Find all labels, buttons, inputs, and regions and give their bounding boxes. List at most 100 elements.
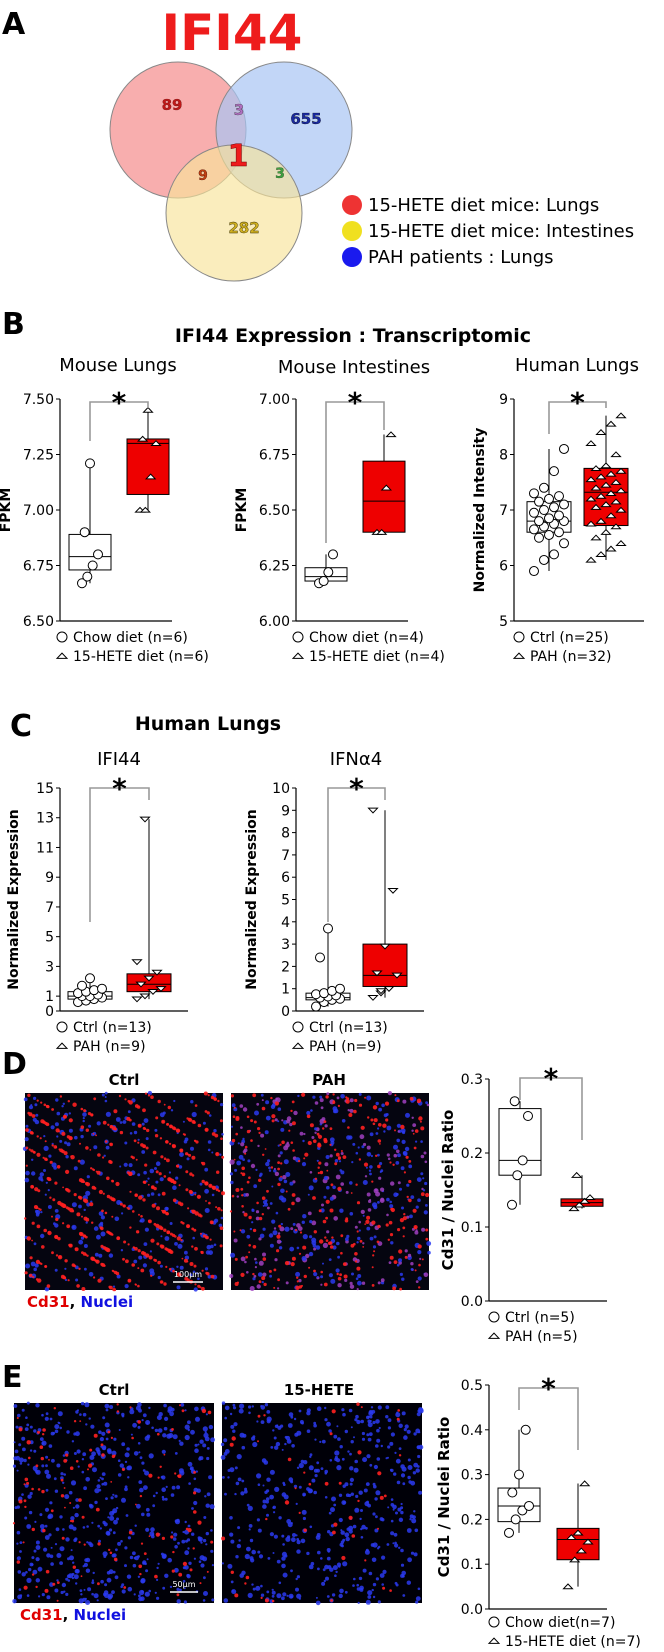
- nucleus-dot: [250, 1163, 256, 1169]
- nucleus-dot: [414, 1230, 419, 1235]
- nucleus-dot: [272, 1552, 275, 1554]
- nucleus-dot: [196, 1272, 199, 1275]
- nucleus-dot: [403, 1435, 408, 1440]
- cd31-dot: [291, 1100, 295, 1104]
- cd31-dot: [45, 1158, 48, 1161]
- nucleus-dot: [284, 1442, 287, 1446]
- cd31-dot: [159, 1137, 163, 1140]
- cd31-dot: [353, 1242, 356, 1246]
- cd31-dot: [99, 1226, 103, 1230]
- nucleus-dot: [128, 1163, 133, 1168]
- cd31-dot: [18, 1427, 23, 1432]
- nucleus-dot: [238, 1408, 244, 1414]
- cd31-dot: [345, 1096, 348, 1099]
- nucleus-dot: [64, 1494, 70, 1500]
- nucleus-dot: [102, 1416, 106, 1420]
- nucleus-dot: [375, 1577, 379, 1581]
- cd31-dot: [80, 1575, 83, 1578]
- nucleus-dot: [75, 1569, 80, 1574]
- y-axis-label: Normalized Intensity: [472, 428, 488, 593]
- cd31-dot: [382, 1123, 387, 1128]
- nucleus-dot: [266, 1416, 272, 1422]
- cd31-dot: [59, 1202, 64, 1207]
- cd31-dot: [92, 1132, 95, 1135]
- cd31-dot: [119, 1202, 123, 1206]
- cd31-dot: [47, 1123, 50, 1126]
- nucleus-dot: [236, 1454, 242, 1460]
- cd31-dot: [176, 1128, 181, 1133]
- y-tick-label: 13: [36, 811, 54, 827]
- cd31-dot: [252, 1272, 255, 1276]
- cd31-dot: [277, 1161, 280, 1164]
- cd31-dot: [143, 1145, 146, 1148]
- nucleus-dot: [48, 1444, 53, 1448]
- y-tick-label: 3: [45, 959, 54, 975]
- cd31-dot: [344, 1218, 349, 1223]
- cd31-dot: [100, 1262, 104, 1266]
- nucleus-dot: [350, 1440, 354, 1444]
- cd31-dot: [258, 1280, 262, 1284]
- nucleus-dot: [255, 1210, 260, 1214]
- nucleus-dot: [402, 1482, 406, 1486]
- cd31-dot: [102, 1246, 107, 1250]
- nucleus-dot: [326, 1092, 330, 1096]
- cd31-dot: [46, 1104, 50, 1109]
- nucleus-dot: [30, 1104, 33, 1106]
- nucleus-dot: [85, 1477, 90, 1482]
- cd31-dot: [398, 1454, 402, 1457]
- data-point: [85, 458, 95, 469]
- nucleus-dot: [255, 1168, 258, 1171]
- nucleus-dot: [319, 1095, 323, 1099]
- cd31-dot: [53, 1145, 58, 1149]
- cd31-dot: [161, 1191, 166, 1196]
- nucleus-dot: [369, 1165, 373, 1169]
- cd31-dot: [60, 1494, 65, 1498]
- cd31-dot: [373, 1118, 378, 1123]
- nucleus-dot: [424, 1160, 428, 1164]
- cd31-dot: [377, 1471, 382, 1476]
- nucleus-dot: [337, 1255, 340, 1259]
- nucleus-dot: [349, 1212, 354, 1216]
- cd31-dot: [404, 1255, 408, 1259]
- e-image-label-15hete: 15-HETE: [284, 1381, 354, 1399]
- nucleus-dot: [50, 1546, 53, 1549]
- cd31-dot: [55, 1217, 59, 1222]
- nucleus-dot: [182, 1566, 186, 1570]
- cd31-dot: [142, 1180, 146, 1184]
- cd31-dot: [325, 1095, 329, 1099]
- nucleus-dot: [68, 1573, 74, 1579]
- nucleus-dot: [285, 1435, 291, 1441]
- nucleus-dot: [46, 1473, 51, 1479]
- cd31-dot: [270, 1096, 273, 1100]
- nucleus-dot: [248, 1405, 252, 1409]
- cd31-dot: [257, 1127, 261, 1131]
- nucleus-dot: [418, 1490, 423, 1495]
- nucleus-dot: [141, 1150, 146, 1154]
- nucleus-dot: [356, 1288, 359, 1291]
- cd31-dot: [193, 1228, 197, 1232]
- y-axis-label: Cd31 / Nuclei Ratio: [439, 1110, 457, 1271]
- cd31-dot: [36, 1135, 39, 1138]
- cd31-dot: [371, 1284, 375, 1287]
- nucleus-dot: [248, 1411, 251, 1415]
- cd31-dot: [194, 1246, 198, 1251]
- nucleus-dot: [309, 1525, 313, 1529]
- nucleus-dot: [234, 1466, 238, 1470]
- nucleus-dot: [145, 1137, 149, 1141]
- cd31-dot: [239, 1229, 242, 1232]
- nucleus-dot: [83, 1588, 86, 1591]
- nucleus-dot: [150, 1192, 155, 1196]
- cd31-dot: [113, 1127, 117, 1131]
- nucleus-dot: [358, 1490, 363, 1495]
- nucleus-dot: [380, 1187, 385, 1192]
- nucleus-dot: [57, 1411, 63, 1417]
- data-point: [97, 983, 107, 994]
- cd31-dot: [197, 1123, 202, 1128]
- cd31-dot: [388, 1220, 393, 1225]
- cd31-dot: [79, 1420, 82, 1422]
- nucleus-dot: [205, 1503, 210, 1508]
- nucleus-dot: [406, 1528, 412, 1533]
- cd31-dot: [221, 1155, 225, 1159]
- nucleus-dot: [349, 1482, 353, 1486]
